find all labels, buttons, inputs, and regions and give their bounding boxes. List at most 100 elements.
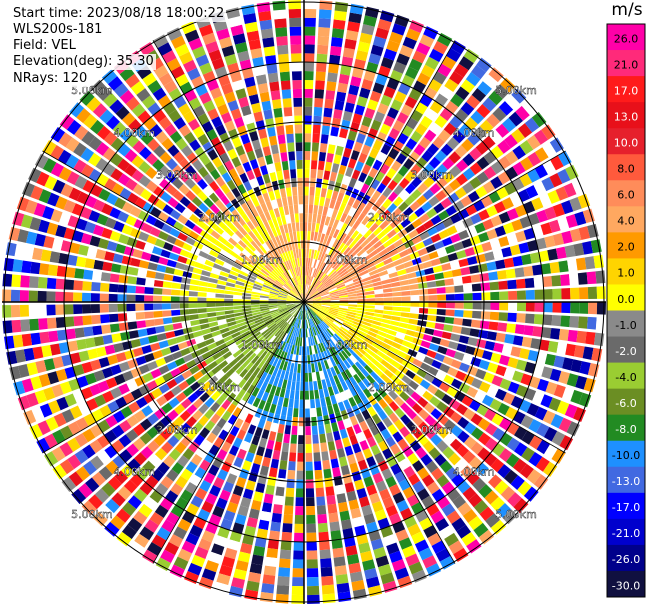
- velocity-gate: [526, 134, 541, 150]
- velocity-gate: [118, 361, 130, 373]
- velocity-gate: [270, 270, 279, 279]
- velocity-gate: [304, 204, 309, 214]
- velocity-gate: [498, 101, 514, 116]
- velocity-gate: [69, 242, 81, 254]
- velocity-gate: [42, 158, 57, 173]
- velocity-gate: [281, 311, 290, 318]
- velocity-gate: [358, 172, 368, 183]
- velocity-gate: [456, 444, 470, 458]
- velocity-gate: [183, 110, 196, 124]
- velocity-gate: [337, 401, 346, 412]
- velocity-gate: [164, 123, 177, 137]
- velocity-gate: [257, 156, 266, 167]
- velocity-gate: [486, 261, 497, 271]
- velocity-gate: [324, 423, 332, 434]
- velocity-gate: [310, 290, 319, 297]
- velocity-gate: [81, 292, 92, 302]
- velocity-gate: [99, 109, 114, 124]
- velocity-gate: [313, 249, 318, 259]
- velocity-gate: [78, 244, 89, 256]
- velocity-gate: [347, 227, 356, 237]
- colorbar-tick-label: 6.0: [617, 189, 635, 202]
- velocity-gate: [456, 343, 468, 353]
- velocity-gate: [475, 462, 489, 477]
- velocity-gate: [324, 98, 334, 109]
- velocity-gate: [294, 318, 299, 328]
- velocity-gate: [184, 571, 199, 584]
- velocity-gate: [117, 313, 128, 322]
- velocity-gate: [229, 270, 239, 277]
- velocity-gate: [166, 234, 177, 245]
- velocity-gate: [38, 219, 50, 234]
- velocity-gate: [318, 287, 327, 293]
- velocity-gate: [59, 212, 71, 226]
- velocity-gate: [319, 549, 331, 560]
- velocity-gate: [304, 159, 310, 169]
- velocity-gate: [106, 240, 118, 252]
- velocity-gate: [11, 319, 22, 333]
- velocity-gate: [58, 341, 70, 354]
- velocity-gate: [409, 313, 419, 319]
- velocity-gate: [288, 0, 301, 10]
- velocity-gate: [458, 382, 471, 394]
- velocity-gate: [314, 269, 320, 279]
- velocity-gate: [430, 233, 442, 243]
- velocity-gate: [367, 585, 383, 597]
- velocity-gate: [109, 99, 124, 114]
- velocity-gate: [443, 122, 457, 136]
- velocity-gate: [384, 135, 396, 148]
- velocity-gate: [272, 257, 280, 267]
- velocity-gate: [132, 437, 146, 451]
- velocity-gate: [227, 321, 237, 327]
- velocity-gate: [295, 133, 303, 143]
- velocity-gate: [574, 211, 587, 226]
- velocity-gate: [329, 54, 341, 65]
- velocity-gate: [409, 200, 421, 212]
- velocity-gate: [116, 531, 132, 547]
- velocity-gate: [412, 415, 424, 427]
- velocity-gate: [254, 357, 263, 367]
- velocity-gate: [586, 271, 597, 285]
- velocity-gate: [374, 509, 387, 521]
- velocity-gate: [340, 119, 351, 130]
- velocity-gate: [241, 359, 251, 369]
- velocity-gate: [512, 458, 527, 474]
- velocity-gate: [399, 345, 410, 354]
- velocity-gate: [2, 305, 12, 318]
- velocity-gate: [483, 166, 497, 180]
- velocity-gate: [223, 378, 233, 388]
- velocity-gate: [329, 449, 338, 460]
- velocity-gate: [325, 396, 332, 407]
- velocity-gate: [293, 345, 298, 355]
- velocity-gate: [174, 202, 186, 214]
- velocity-gate: [206, 307, 216, 313]
- velocity-gate: [301, 275, 303, 285]
- velocity-gate: [250, 304, 260, 308]
- velocity-gate: [288, 371, 293, 381]
- velocity-gate: [347, 293, 357, 297]
- velocity-gate: [333, 249, 341, 259]
- velocity-gate: [306, 285, 311, 294]
- velocity-gate: [426, 143, 440, 156]
- velocity-gate: [233, 305, 243, 310]
- velocity-gate: [242, 460, 252, 471]
- velocity-gate: [334, 279, 344, 286]
- velocity-gate: [232, 485, 244, 497]
- colorbar-tick-label: 0.0: [617, 293, 635, 306]
- velocity-gate: [344, 389, 353, 399]
- velocity-gate: [259, 244, 267, 254]
- velocity-gate: [279, 308, 288, 313]
- velocity-gate: [507, 492, 522, 508]
- velocity-gate: [328, 512, 339, 523]
- velocity-gate: [206, 292, 216, 298]
- velocity-gate: [93, 199, 106, 212]
- velocity-gate: [11, 274, 22, 288]
- velocity-gate: [226, 473, 238, 485]
- velocity-gate: [260, 165, 269, 176]
- velocity-gate: [288, 259, 293, 269]
- velocity-gate: [374, 111, 386, 123]
- velocity-gate: [259, 350, 268, 360]
- velocity-gate: [230, 266, 241, 274]
- range-ring-label: 2.00km: [198, 211, 240, 224]
- velocity-gate: [254, 333, 263, 342]
